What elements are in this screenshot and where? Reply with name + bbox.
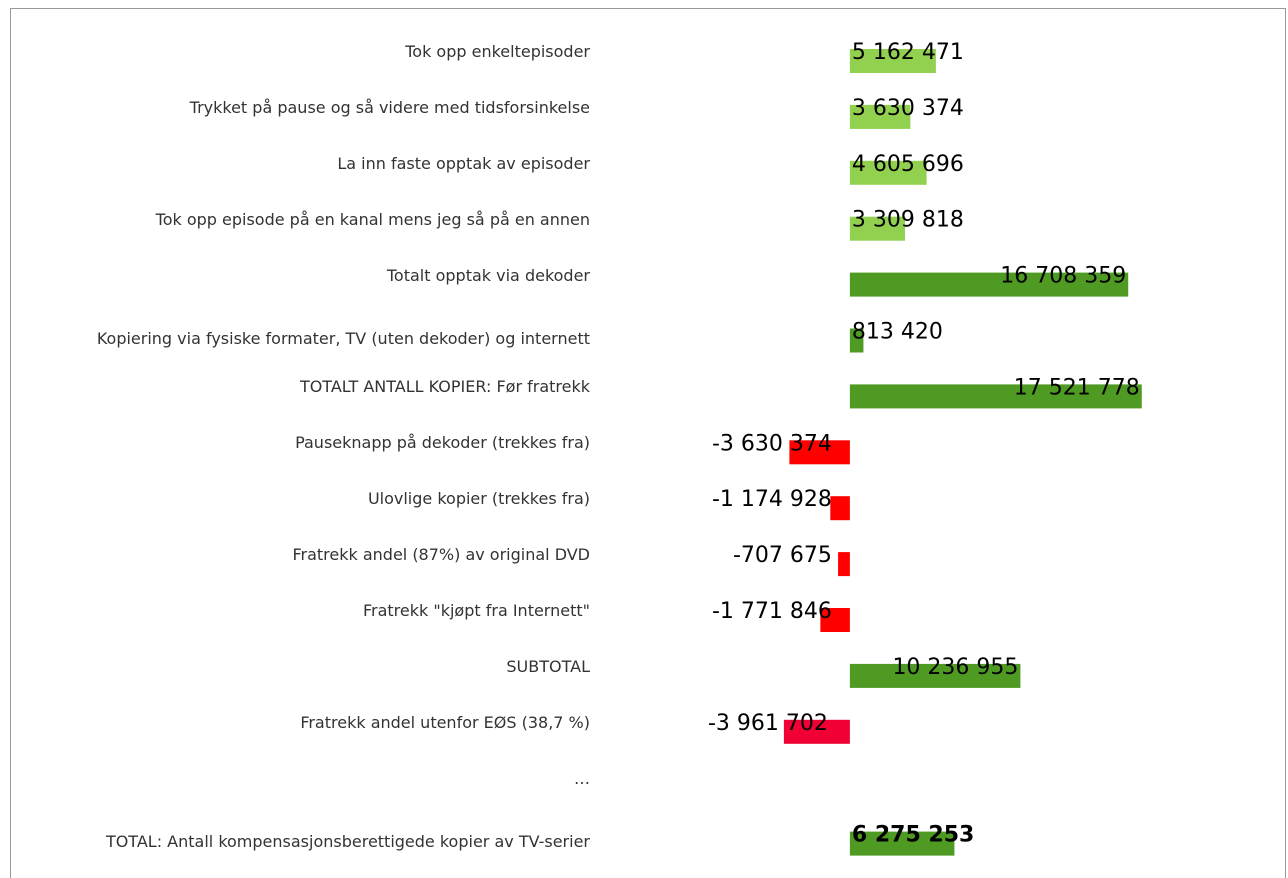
category-label: Ulovlige kopier (trekkes fra): [367, 489, 590, 509]
bar: [830, 496, 850, 521]
row-label: …: [10, 754, 590, 804]
frame: [10, 8, 1286, 878]
value-label: 5 162 471: [852, 40, 964, 65]
value-label: -3 961 702: [708, 711, 828, 736]
row-label: Trykket på pause og så videre med tidsfo…: [10, 83, 590, 133]
bar: [849, 384, 1142, 409]
row-label: Tok opp enkeltepisoder: [10, 27, 590, 77]
category-label: SUBTOTAL: [506, 656, 590, 676]
value-label: 10 236 955: [892, 655, 1018, 680]
bar: [849, 272, 1129, 297]
bar: [849, 216, 906, 241]
row-label: TOTAL: Antall kompensasjonsberettigede k…: [10, 817, 590, 867]
bar: [820, 608, 850, 632]
category-label: La inn faste opptak av episoder: [337, 153, 590, 173]
category-label: Pauseknapp på dekoder (trekkes fra): [295, 433, 590, 453]
value-label: -1 771 846: [712, 599, 832, 624]
row-label: SUBTOTAL: [10, 642, 590, 692]
row-label: Pauseknapp på dekoder (trekkes fra): [10, 418, 590, 468]
bar: [849, 328, 864, 353]
category-label: Tok opp episode på en kanal mens jeg så …: [155, 209, 590, 229]
value-label: -707 675: [733, 543, 832, 568]
value-label: 6 275 253: [852, 823, 974, 848]
row-label: TOTALT ANTALL KOPIER: Før fratrekk: [10, 362, 590, 412]
bar: [849, 831, 955, 856]
category-label: Fratrekk andel utenfor EØS (38,7 %): [300, 712, 590, 732]
bar: [789, 440, 850, 465]
row-label: Fratrekk andel (87%) av original DVD: [10, 530, 590, 580]
row-label: Kopiering via fysiske formater, TV (uten…: [10, 314, 590, 364]
row-label: Totalt opptak via dekoder: [10, 251, 590, 301]
category-label: TOTAL: Antall kompensasjonsberettigede k…: [105, 831, 590, 851]
value-label: 4 605 696: [852, 152, 964, 177]
category-label: TOTALT ANTALL KOPIER: Før fratrekk: [299, 377, 590, 397]
category-label: Tok opp enkeltepisoder: [405, 42, 590, 61]
value-label: 3 309 818: [852, 208, 964, 233]
value-label: 813 420: [852, 320, 943, 345]
value-label: -1 174 928: [712, 487, 832, 512]
category-label: …: [574, 768, 590, 788]
category-label: Trykket på pause og så videre med tidsfo…: [189, 97, 590, 117]
value-label: 3 630 374: [852, 96, 964, 121]
row-label: Tok opp episode på en kanal mens jeg så …: [10, 195, 590, 245]
bar: [838, 552, 850, 577]
value-label: -3 630 374: [712, 431, 832, 456]
value-label: 17 521 778: [1014, 375, 1140, 400]
category-label: Fratrekk "kjøpt fra Internett": [362, 601, 590, 620]
bar: [783, 719, 850, 744]
category-label: Kopiering via fysiske formater, TV (uten…: [96, 328, 590, 348]
row-label: Fratrekk andel utenfor EØS (38,7 %): [10, 698, 590, 748]
row-label: Ulovlige kopier (trekkes fra): [10, 474, 590, 524]
bar: [849, 104, 911, 129]
category-label: Fratrekk andel (87%) av original DVD: [292, 545, 590, 565]
bar: [849, 160, 927, 185]
bar: [849, 49, 936, 73]
category-label: Totalt opptak via dekoder: [386, 265, 590, 285]
value-label: 16 708 359: [1000, 264, 1126, 289]
row-label: Fratrekk "kjøpt fra Internett": [10, 586, 590, 636]
bar: [849, 663, 1021, 688]
row-label: La inn faste opptak av episoder: [10, 139, 590, 189]
